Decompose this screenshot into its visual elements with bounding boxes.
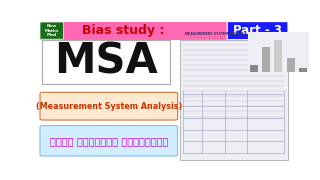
- Text: New
Maths
Mnd: New Maths Mnd: [45, 24, 59, 37]
- Bar: [180, 40, 288, 160]
- Text: (Measurement System Analysis): (Measurement System Analysis): [36, 102, 182, 111]
- Text: எளிய தமிழில் விளக்கம்: எளிய தமிழில் விளக்கம்: [50, 136, 168, 146]
- FancyBboxPatch shape: [227, 22, 288, 40]
- FancyBboxPatch shape: [40, 92, 178, 120]
- FancyBboxPatch shape: [40, 126, 178, 156]
- Bar: [287, 58, 294, 72]
- Bar: [40, 40, 180, 160]
- Bar: [299, 68, 307, 72]
- Text: Bias study :: Bias study :: [82, 24, 164, 37]
- Bar: [262, 47, 270, 72]
- Text: Part - 3: Part - 3: [233, 24, 282, 37]
- Bar: [250, 65, 258, 72]
- Bar: [275, 40, 282, 72]
- Text: MSA: MSA: [54, 41, 158, 83]
- Bar: [43, 40, 170, 84]
- Bar: [40, 22, 288, 40]
- Text: MEASUREMENT SYSTEM ANALYSIS: MEASUREMENT SYSTEM ANALYSIS: [185, 32, 247, 36]
- FancyBboxPatch shape: [40, 22, 64, 39]
